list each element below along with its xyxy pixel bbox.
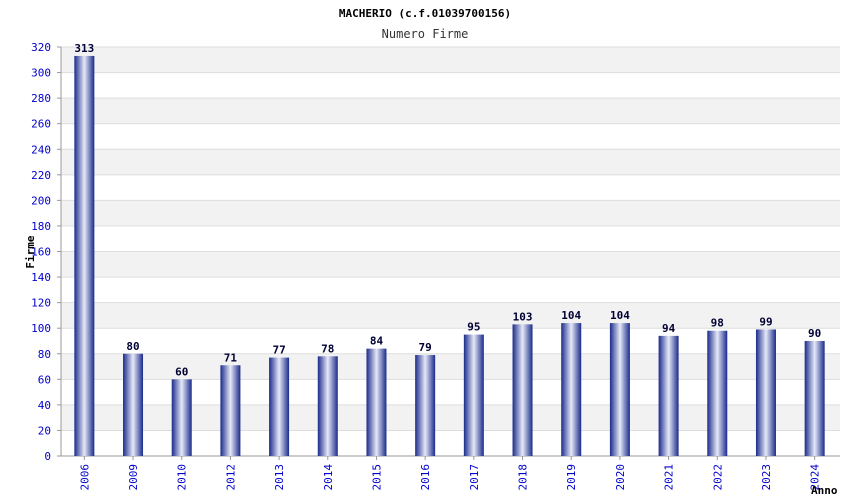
y-tick-label: 120 <box>31 297 51 310</box>
y-tick-label: 300 <box>31 67 51 80</box>
bar-2006 <box>74 55 95 457</box>
data-label-2018: 103 <box>513 310 533 323</box>
background-band <box>61 98 840 124</box>
x-tick-label-2014: 2014 <box>322 464 335 491</box>
x-tick-label-2022: 2022 <box>711 464 724 491</box>
background-band <box>61 251 840 278</box>
bar-2013 <box>269 357 290 456</box>
y-tick-label: 320 <box>31 41 51 54</box>
x-tick-label-2024: 2024 <box>809 464 822 491</box>
data-label-2015: 84 <box>370 335 384 348</box>
data-label-2016: 79 <box>419 341 432 354</box>
bar-2012 <box>220 365 241 456</box>
y-tick-label: 40 <box>38 399 51 412</box>
bar-2015 <box>366 348 387 456</box>
data-label-2012: 71 <box>224 351 238 364</box>
bars <box>74 55 825 457</box>
y-tick-label: 180 <box>31 220 51 233</box>
data-label-2021: 94 <box>662 322 676 335</box>
bar-2022 <box>707 330 728 456</box>
data-label-2013: 77 <box>272 344 285 357</box>
x-tick-label-2020: 2020 <box>614 464 627 491</box>
bar-2023 <box>755 329 776 456</box>
x-tick-label-2015: 2015 <box>370 464 383 491</box>
data-label-2009: 80 <box>126 340 139 353</box>
y-axis-label: Firme <box>24 235 37 268</box>
x-tick-label-2021: 2021 <box>663 464 676 491</box>
x-tick-label-2006: 2006 <box>78 464 91 491</box>
x-tick-label-2019: 2019 <box>565 464 578 491</box>
data-label-2006: 313 <box>74 42 94 55</box>
y-tick-label: 100 <box>31 322 51 335</box>
x-tick-label-2009: 2009 <box>127 464 140 491</box>
data-label-2024: 90 <box>808 327 821 340</box>
bar-2018 <box>512 324 533 456</box>
background-band <box>61 47 840 73</box>
x-tick-label-2018: 2018 <box>517 464 530 491</box>
data-labels: 313 80 60 71 77 78 84 79 95 103 104 104 94 98 99 90 <box>74 42 821 378</box>
data-label-2022: 98 <box>711 317 724 330</box>
x-tick-label-2010: 2010 <box>176 464 189 491</box>
y-axis-ticks: 0 20 40 60 80 100 120 140 160 180 200 220 240 260 280 3… <box>31 41 61 463</box>
data-label-2023: 99 <box>759 315 772 328</box>
bar-2016 <box>415 355 436 456</box>
x-axis-ticks: 2006 2009 2010 2012 2013 2014 2015 2016 2017 2018… <box>78 456 822 491</box>
background-band <box>61 149 840 175</box>
background-band <box>61 302 840 329</box>
bar-2014 <box>317 356 338 456</box>
x-tick-label-2023: 2023 <box>760 464 773 491</box>
y-tick-label: 260 <box>31 118 51 131</box>
y-tick-label: 240 <box>31 143 51 156</box>
bar-2017 <box>463 334 484 456</box>
x-tick-label-2013: 2013 <box>273 464 286 491</box>
bar-2024 <box>804 340 825 456</box>
bar-2019 <box>561 323 582 456</box>
bar-2020 <box>609 323 630 456</box>
y-tick-label: 160 <box>31 246 51 259</box>
chart-title: MACHERIO (c.f.01039700156) <box>339 7 511 20</box>
y-tick-label: 140 <box>31 271 51 284</box>
y-tick-label: 0 <box>44 450 51 463</box>
y-tick-label: 20 <box>38 424 51 437</box>
data-label-2019: 104 <box>561 309 581 322</box>
chart-subtitle: Numero Firme <box>382 27 469 41</box>
bar-2021 <box>658 335 679 456</box>
data-label-2020: 104 <box>610 309 630 322</box>
y-tick-label: 220 <box>31 169 51 182</box>
background-band <box>61 200 840 226</box>
x-tick-label-2012: 2012 <box>224 464 237 491</box>
x-tick-label-2017: 2017 <box>468 464 481 491</box>
y-tick-label: 60 <box>38 373 51 386</box>
y-tick-label: 80 <box>38 348 51 361</box>
bar-2009 <box>123 353 144 456</box>
data-label-2014: 78 <box>321 342 334 355</box>
y-tick-label: 200 <box>31 194 51 207</box>
y-tick-label: 280 <box>31 92 51 105</box>
bar-2010 <box>171 379 192 456</box>
data-label-2017: 95 <box>467 321 480 334</box>
data-label-2010: 60 <box>175 365 188 378</box>
x-tick-label-2016: 2016 <box>419 464 432 491</box>
x-axis-label: Anno <box>811 484 838 497</box>
